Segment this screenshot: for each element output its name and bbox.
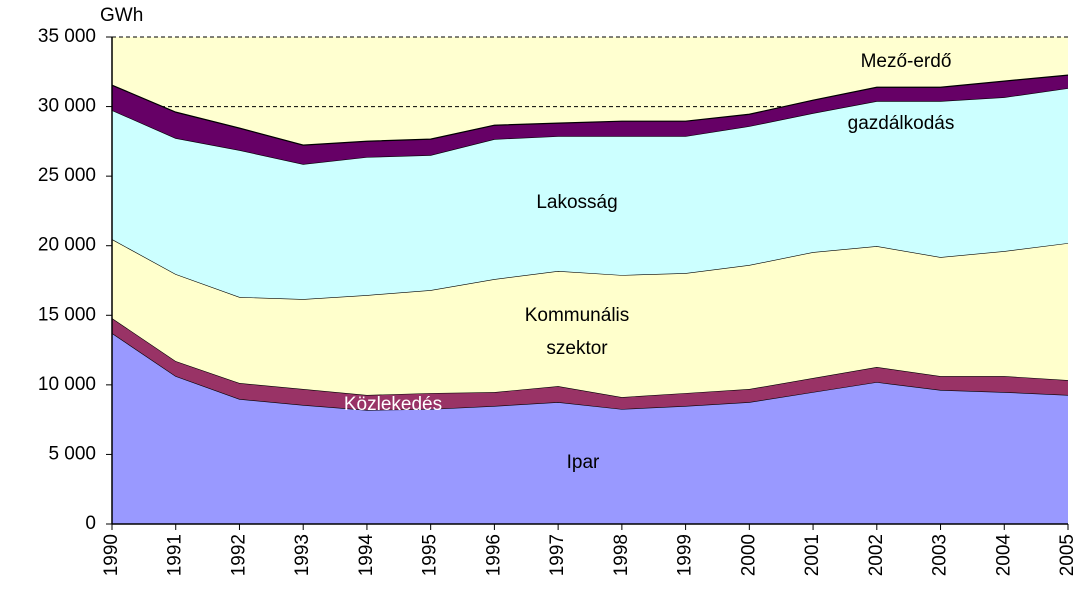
y-tick-label: 15 000: [38, 304, 96, 325]
x-tick-label: 2004: [993, 534, 1014, 577]
y-tick-label: 5 000: [48, 443, 96, 464]
x-tick-label: 2005: [1057, 534, 1077, 576]
area: [112, 333, 1068, 524]
y-tick-label: 30 000: [38, 96, 96, 117]
x-tick-label: 1999: [675, 534, 696, 576]
x-tick-label: 2003: [930, 534, 951, 576]
y-tick-label: 35 000: [38, 26, 96, 47]
x-tick-label: 1996: [483, 534, 504, 576]
y-unit: GWh: [100, 5, 143, 26]
series-label: Mező-erdő: [861, 51, 952, 72]
x-tick-label: 1998: [611, 534, 632, 576]
x-tick-label: 1993: [292, 534, 313, 576]
series-label: szektor: [546, 338, 608, 359]
series-label: Ipar: [567, 452, 600, 473]
y-tick-label: 25 000: [38, 165, 96, 186]
series-label: Közlekedés: [344, 394, 442, 415]
area: [112, 318, 1068, 411]
x-tick-label: 2002: [866, 534, 887, 576]
x-tick-label: 1995: [420, 534, 441, 576]
x-tick-label: 2000: [738, 534, 759, 576]
y-tick-label: 20 000: [38, 235, 96, 256]
y-tick-label: 0: [85, 513, 96, 534]
x-tick-label: 1991: [165, 534, 186, 576]
x-tick-label: 2001: [802, 534, 823, 576]
x-tick-label: 1990: [101, 534, 122, 576]
area: [112, 239, 1068, 398]
series-label: Kommunális: [525, 305, 630, 326]
x-tick-label: 1994: [356, 534, 377, 577]
series-label: Lakosság: [536, 192, 617, 213]
area: [112, 88, 1068, 300]
series-label: gazdálkodás: [848, 113, 955, 134]
area-edge: [111, 74, 1069, 146]
y-tick-label: 10 000: [38, 374, 96, 395]
x-tick-label: 1992: [228, 534, 249, 576]
x-tick-label: 1997: [547, 534, 568, 576]
